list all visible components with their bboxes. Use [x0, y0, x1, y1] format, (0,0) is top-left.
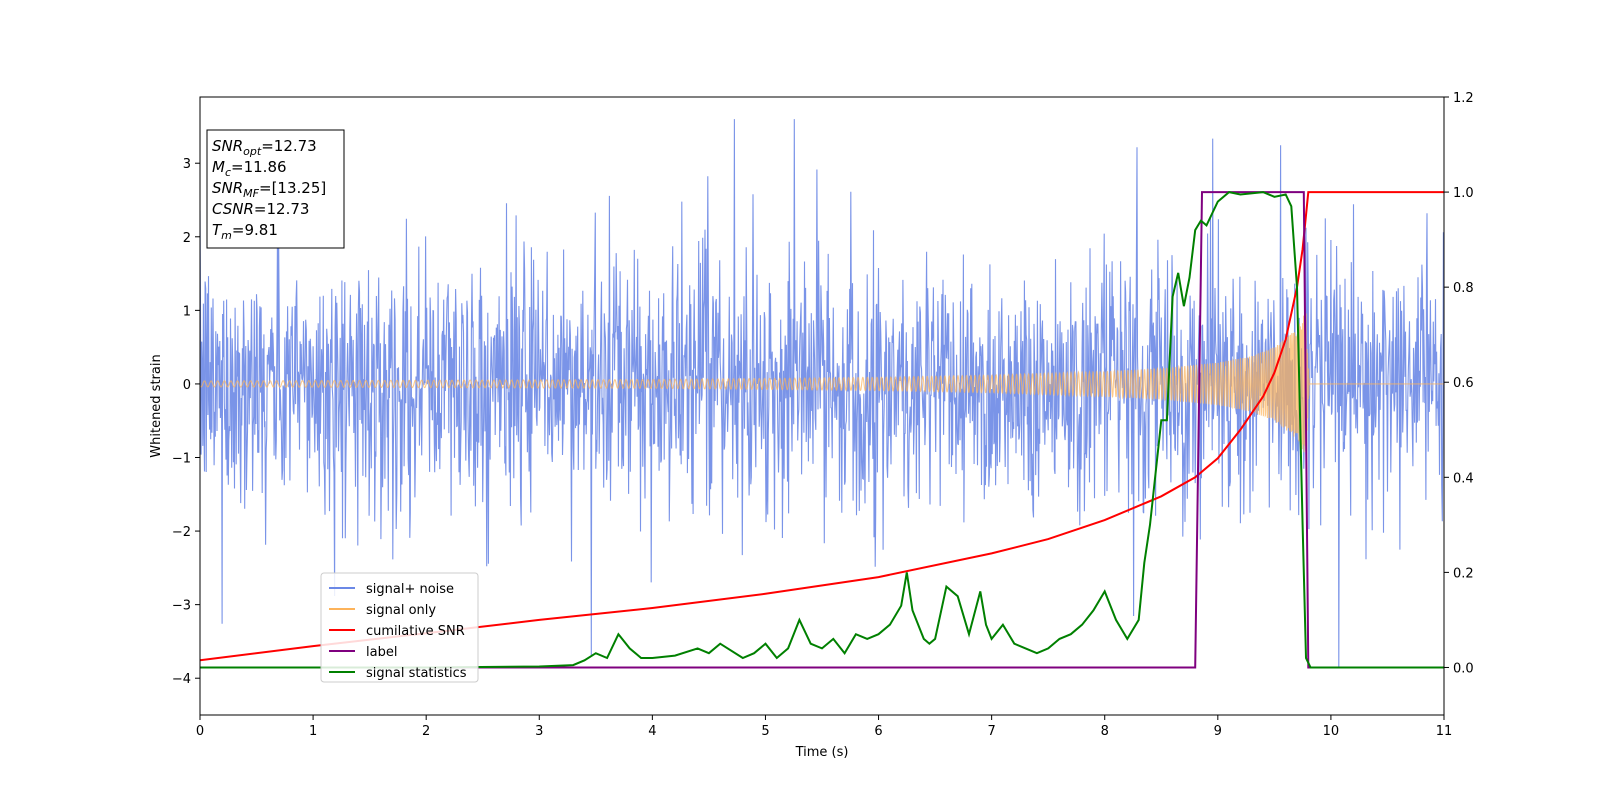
info-box-line: SNRMF=[13.25]: [212, 179, 326, 200]
series-line-cumulative-snr: [200, 191, 1444, 662]
x-axis: 0 1 2 3 4 5 6 7 8 9 10 11: [196, 715, 1452, 739]
info-box: SNRopt=12.73Mc=11.86SNRMF=[13.25]CSNR=12…: [206, 129, 345, 249]
info-box-line: SNRopt=12.73: [212, 137, 317, 158]
y-axis-left: 3 2 1 0 −1 −2 −3 −4: [172, 157, 200, 687]
x-tick-label: 5: [761, 724, 769, 739]
legend-entry: label: [366, 645, 397, 660]
x-tick-label: 6: [874, 724, 882, 739]
y2-tick-label: 1.0: [1453, 186, 1474, 201]
series-line-signal-statistics: [200, 191, 1444, 669]
legend-entry: cumilative SNR: [366, 624, 465, 639]
y-tick-label: 0: [183, 378, 191, 393]
info-box-line: Tm=9.81: [212, 221, 278, 242]
x-tick-label: 7: [987, 724, 995, 739]
x-tick-label: 10: [1323, 724, 1340, 739]
y-tick-label: −3: [172, 599, 191, 614]
legend-entry: signal statistics: [366, 666, 467, 681]
x-tick-label: 9: [1214, 724, 1222, 739]
plot-area-frame: [199, 96, 1445, 716]
y2-tick-label: 1.2: [1453, 91, 1474, 106]
info-box-line: CSNR=12.73: [212, 200, 309, 218]
y2-tick-label: 0.8: [1453, 281, 1474, 296]
series-line-signal-only: [200, 313, 1444, 453]
x-tick-label: 1: [309, 724, 317, 739]
y-tick-label: −4: [172, 672, 191, 687]
x-tick-label: 3: [535, 724, 543, 739]
x-tick-label: 11: [1436, 724, 1453, 739]
legend-entry: signal+ noise: [366, 582, 454, 597]
x-axis-label: Time (s): [795, 745, 849, 760]
info-box-line: Mc=11.86: [212, 158, 287, 179]
x-tick-label: 0: [196, 724, 204, 739]
y-tick-label: 2: [183, 231, 191, 246]
y-axis-label: Whitened strain: [149, 354, 164, 457]
y-tick-label: −2: [172, 525, 191, 540]
y2-tick-label: 0.2: [1453, 566, 1474, 581]
x-tick-label: 4: [648, 724, 656, 739]
legend-entry: signal only: [366, 603, 436, 618]
y-tick-label: 3: [183, 157, 191, 172]
x-tick-label: 8: [1101, 724, 1109, 739]
y2-tick-label: 0.0: [1453, 661, 1474, 676]
y-tick-label: −1: [172, 452, 191, 467]
y2-tick-label: 0.6: [1453, 376, 1474, 391]
y2-tick-label: 0.4: [1453, 471, 1474, 486]
y-axis-right: 1.2 1.0 0.8 0.6 0.4 0.2 0.0: [1444, 91, 1474, 676]
x-tick-label: 2: [422, 724, 430, 739]
y-tick-label: 1: [183, 304, 191, 319]
legend: signal+ noise signal only cumilative SNR la…: [320, 572, 479, 683]
